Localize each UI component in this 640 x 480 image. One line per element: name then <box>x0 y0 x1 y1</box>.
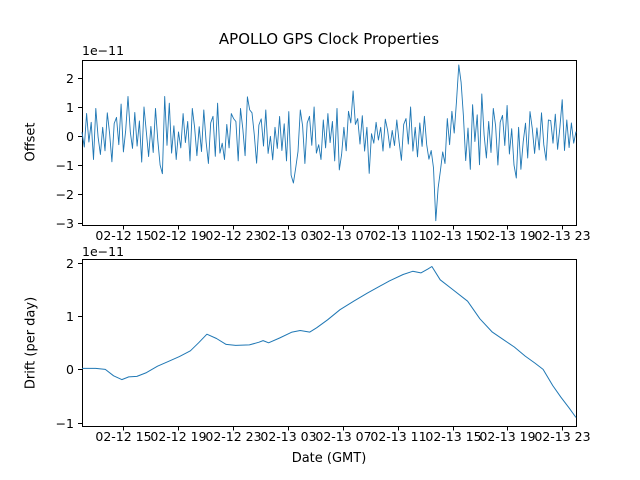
x-tick-label: 02-12 19 <box>150 429 206 444</box>
top-y-scale-offset-text: 1e−11 <box>82 43 125 58</box>
x-tick-label: 02-13 11 <box>370 228 426 243</box>
y-tick-label: 2 <box>66 71 74 86</box>
y-tick-label: 0 <box>66 129 74 144</box>
y-tick-label: 2 <box>66 256 74 271</box>
y-tick-label: −2 <box>56 187 74 202</box>
x-tick-label: 02-13 19 <box>479 228 535 243</box>
x-tick-label: 02-12 23 <box>205 429 261 444</box>
x-tick-label: 02-13 07 <box>315 228 371 243</box>
x-tick-label: 02-13 11 <box>370 429 426 444</box>
x-tick-label: 02-12 23 <box>205 228 261 243</box>
x-tick-label: 02-12 19 <box>150 228 206 243</box>
x-tick-label: 02-13 07 <box>315 429 371 444</box>
x-tick-label: 02-13 15 <box>425 228 481 243</box>
x-tick-label: 02-12 15 <box>95 228 151 243</box>
bottom-y-scale-offset-text: 1e−11 <box>82 244 125 259</box>
y-tick-label: −1 <box>56 158 74 173</box>
drift-series-line <box>82 266 577 418</box>
chart-title: APOLLO GPS Clock Properties <box>218 30 440 48</box>
top-y-axis-label: Offset <box>23 122 39 162</box>
axes-spines <box>82 60 577 226</box>
y-tick-label: −1 <box>56 416 74 431</box>
x-tick-label: 02-12 15 <box>95 429 151 444</box>
x-axis-label: Date (GMT) <box>291 451 367 466</box>
y-tick-label: 1 <box>66 100 74 115</box>
x-tick-label: 02-13 23 <box>534 228 590 243</box>
y-tick-label: −3 <box>56 216 74 231</box>
x-tick-label: 02-13 15 <box>425 429 481 444</box>
y-tick-label: 0 <box>66 362 74 377</box>
offset-series-line <box>81 64 577 222</box>
bottom-y-axis-label: Drift (per day) <box>23 296 39 390</box>
axes-spines <box>82 259 577 427</box>
x-tick-label: 02-13 03 <box>260 429 316 444</box>
x-tick-label: 02-13 19 <box>479 429 535 444</box>
x-tick-label: 02-13 23 <box>534 429 590 444</box>
y-tick-label: 1 <box>66 309 74 324</box>
x-tick-label: 02-13 03 <box>260 228 316 243</box>
